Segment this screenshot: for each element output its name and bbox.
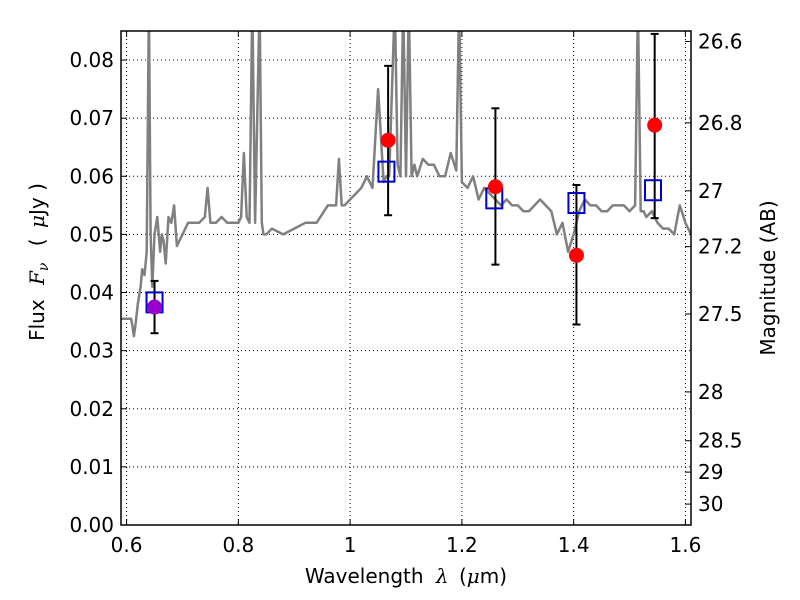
y2-axis-label: Magnitude (AB) <box>756 200 780 355</box>
observed-photometry-point <box>147 299 163 315</box>
y2-tick-label: 26.6 <box>698 29 743 53</box>
y-tick-label: 0.00 <box>69 513 114 537</box>
observed-photometry-point <box>380 132 396 148</box>
plot-area <box>121 31 691 338</box>
observed-photometry-point <box>568 247 584 263</box>
y2-tick-label: 28 <box>698 380 723 404</box>
x-tick-label: 1.2 <box>446 533 478 557</box>
synthetic-photometry-point <box>377 160 396 183</box>
y-axis-label: Flux Fν ( μJy ) <box>25 183 53 341</box>
x-tick-label: 1.6 <box>670 533 702 557</box>
y-tick-label: 0.05 <box>69 222 114 246</box>
x-tick-label: 0.6 <box>111 533 143 557</box>
y2-tick-label: 29 <box>698 460 723 484</box>
y2-tick-label: 27.5 <box>698 302 743 326</box>
synthetic-photometry-markers <box>145 160 662 314</box>
x-tick-label: 1 <box>344 533 357 557</box>
y-tick-label: 0.08 <box>69 48 114 72</box>
y2-tick-label: 26.8 <box>698 111 743 135</box>
y2-tick-label: 27.2 <box>698 235 743 259</box>
y-tick-label: 0.06 <box>69 164 114 188</box>
observed-photometry-point <box>487 179 503 195</box>
x-tick-label: 0.8 <box>222 533 254 557</box>
synthetic-photometry-point <box>644 179 662 202</box>
y-tick-label: 0.04 <box>69 281 114 305</box>
y-tick-label: 0.02 <box>69 397 114 421</box>
y-tick-label: 0.01 <box>69 455 114 479</box>
model-sed-line <box>121 31 691 338</box>
observed-photometry-point <box>647 117 663 133</box>
observed-photometry-markers <box>147 117 663 315</box>
y2-tick-label: 27 <box>698 179 723 203</box>
x-axis-label: Wavelength λ (μm) <box>305 564 507 588</box>
axis-ticks <box>121 31 691 526</box>
plot-frame <box>120 30 692 526</box>
y2-tick-label: 28.5 <box>698 429 743 453</box>
y2-tick-label: 30 <box>698 492 723 516</box>
y-tick-label: 0.07 <box>69 106 114 130</box>
synthetic-photometry-point <box>567 192 586 215</box>
y-tick-label: 0.03 <box>69 339 114 363</box>
x-tick-label: 1.4 <box>558 533 590 557</box>
